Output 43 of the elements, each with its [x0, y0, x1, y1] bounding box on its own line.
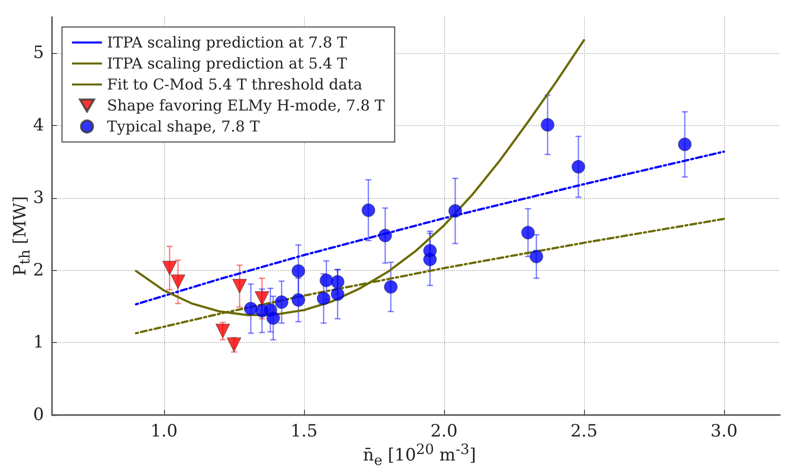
line-series: [134, 150, 726, 306]
y-tick-label: 3: [33, 188, 44, 208]
point: [292, 264, 306, 278]
point: [266, 311, 280, 325]
legend-label: Fit to C-Mod 5.4 T threshold data: [107, 76, 362, 94]
x-tick-label: 2.0: [430, 422, 458, 442]
point: [330, 275, 344, 289]
point: [170, 274, 186, 290]
point: [274, 295, 288, 309]
legend-label: ITPA scaling prediction at 7.8 T: [107, 34, 348, 52]
point: [330, 287, 344, 301]
point: [232, 278, 247, 294]
y-tick-label: 0: [33, 405, 44, 425]
point: [320, 274, 334, 288]
x-tick-label: 2.5: [570, 422, 598, 442]
legend-label: Typical shape, 7.8 T: [107, 118, 260, 136]
point: [572, 160, 586, 174]
point: [384, 280, 398, 294]
point: [292, 293, 306, 307]
x-tick-label: 1.5: [290, 422, 318, 442]
y-tick-label: 1: [33, 332, 44, 353]
point: [226, 338, 242, 352]
point: [244, 302, 258, 316]
point: [678, 138, 692, 152]
point: [448, 204, 462, 218]
point: [254, 291, 270, 306]
point: [521, 226, 535, 240]
point: [540, 118, 554, 132]
y-tick-label: 4: [33, 116, 44, 136]
legend-label: Shape favoring ELMy H-mode, 7.8 T: [107, 96, 385, 114]
x-tick-label: 1.0: [150, 422, 178, 442]
y-tick-label: 2: [33, 260, 44, 280]
point: [362, 203, 376, 217]
point: [216, 324, 230, 338]
x-tick-label: 3.0: [710, 422, 738, 442]
point: [162, 260, 177, 276]
x-axis-title: n̄$_{e}$ [10$^{20}$ m$^{-3}$]: [362, 442, 477, 470]
legend-label: ITPA scaling prediction at 5.4 T: [107, 54, 348, 72]
y-tick-label: 5: [33, 43, 44, 64]
point: [423, 244, 437, 258]
point: [530, 250, 544, 264]
point: [378, 228, 392, 242]
point: [316, 292, 330, 306]
